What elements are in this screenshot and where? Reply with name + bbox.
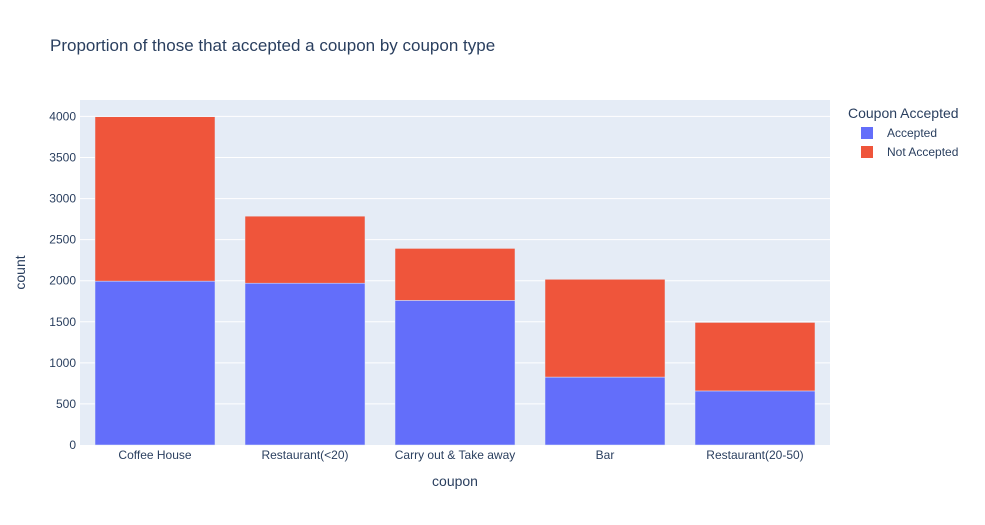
bar-not-accepted[interactable] (244, 215, 366, 284)
y-tick-label: 3500 (49, 151, 76, 165)
bar-accepted[interactable] (694, 390, 816, 446)
y-tick-label: 0 (69, 438, 76, 452)
bar-accepted[interactable] (244, 282, 366, 446)
y-tick-label: 2000 (49, 274, 76, 288)
bar-not-accepted[interactable] (544, 279, 666, 378)
x-axis-title: coupon (432, 473, 478, 489)
legend[interactable]: Coupon Accepted Accepted Not Accepted (848, 105, 959, 159)
y-tick-label: 500 (56, 397, 76, 411)
bar-accepted[interactable] (544, 376, 666, 446)
legend-label[interactable]: Accepted (887, 126, 937, 140)
y-axis-ticks: 0 500 1000 1500 2000 2500 3000 3500 4000 (49, 109, 76, 452)
y-tick-label: 1000 (49, 356, 76, 370)
legend-label[interactable]: Not Accepted (887, 145, 958, 159)
bar-not-accepted[interactable] (394, 248, 516, 301)
legend-title: Coupon Accepted (848, 105, 959, 121)
bar-accepted[interactable] (94, 280, 216, 446)
legend-swatch[interactable] (861, 127, 873, 139)
chart-title: Proportion of those that accepted a coup… (50, 36, 495, 55)
bar-not-accepted[interactable] (694, 322, 816, 392)
x-axis-ticks: Coffee House Restaurant(<20) Carry out & T… (118, 448, 803, 462)
x-tick-label: Carry out & Take away (395, 448, 516, 462)
x-tick-label: Restaurant(20-50) (706, 448, 803, 462)
bar-not-accepted[interactable] (94, 116, 216, 282)
y-tick-label: 2500 (49, 233, 76, 247)
x-tick-label: Coffee House (118, 448, 191, 462)
bars (94, 116, 816, 446)
x-tick-label: Restaurant(<20) (261, 448, 348, 462)
legend-swatch[interactable] (861, 146, 873, 158)
y-axis-title: count (12, 255, 28, 289)
y-tick-label: 1500 (49, 315, 76, 329)
y-tick-label: 3000 (49, 192, 76, 206)
y-tick-label: 4000 (49, 109, 76, 123)
bar-accepted[interactable] (394, 300, 516, 446)
x-tick-label: Bar (596, 448, 615, 462)
